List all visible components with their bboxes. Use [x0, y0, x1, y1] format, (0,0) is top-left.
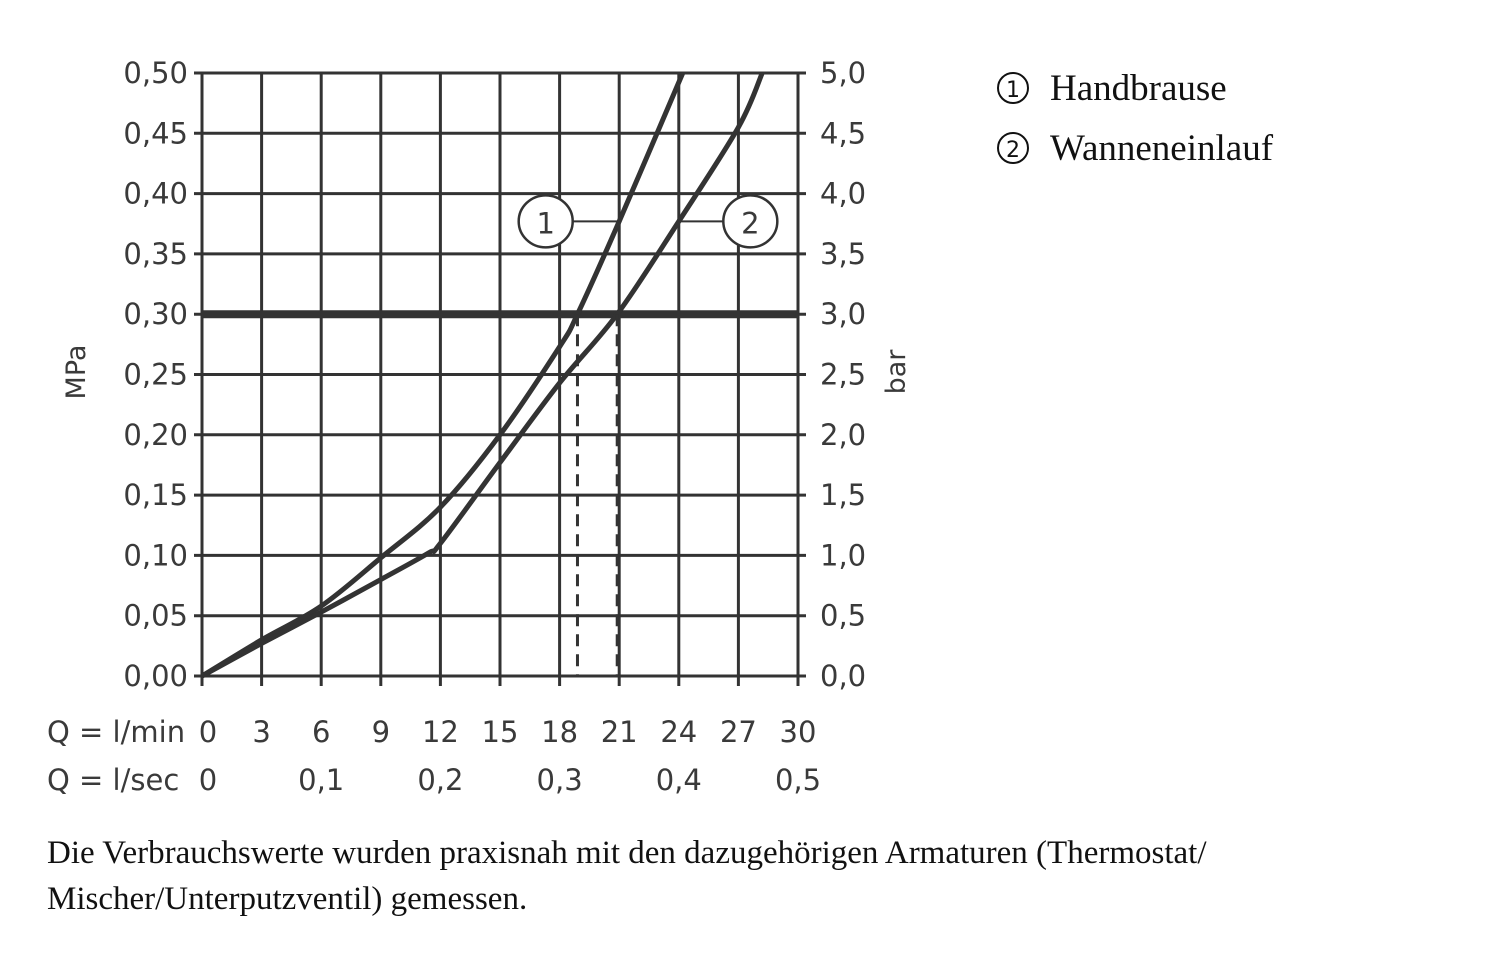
x-tick-label: 27	[720, 715, 757, 749]
callout-circle-1	[517, 194, 574, 249]
x-tick-label: 24	[660, 715, 697, 749]
x-tick-label: 3	[252, 715, 270, 749]
curve-wanneneinlauf	[200, 71, 765, 679]
x-tick-label: 30	[780, 715, 817, 749]
y2-tick-label: 4,0	[820, 177, 866, 211]
callout-label-1: 1	[536, 206, 554, 240]
legend: 1 Handbrause 2 Wanneneinlauf	[997, 68, 1274, 169]
x-tick-label: 9	[372, 715, 390, 749]
x-row-label: Q = l/min	[47, 715, 185, 749]
y2-tick-label: 3,0	[820, 297, 866, 331]
x-tick-label: 0	[199, 763, 217, 797]
legend-marker-circle	[997, 132, 1029, 164]
x-tick-label: 0,5	[775, 763, 821, 797]
x-tick-label: 21	[601, 715, 638, 749]
footnote: Die Verbrauchswerte wurden praxisnah mit…	[47, 835, 1207, 917]
y2-tick-label: 2,0	[820, 418, 866, 452]
y2-tick-label: 3,5	[820, 237, 866, 271]
legend-marker-circle	[997, 72, 1029, 104]
x-tick-label: 6	[312, 715, 330, 749]
y-tick-label: 0,15	[123, 478, 188, 512]
x-row-label: Q = l/sec	[47, 763, 179, 797]
y-tick-label: 0,45	[123, 116, 188, 150]
legend-label: Handbrause	[1050, 68, 1227, 109]
x-tick-label: 0,4	[656, 763, 702, 797]
y2-tick-label: 5,0	[820, 56, 866, 90]
legend-label: Wanneneinlauf	[1050, 128, 1274, 169]
y2-axis-label-bar: bar	[881, 349, 912, 395]
legend-marker: 1	[1006, 78, 1020, 103]
x-tick-label: 18	[541, 715, 578, 749]
y2-tick-label: 2,5	[820, 358, 866, 392]
x-tick-label: 0,1	[298, 763, 344, 797]
tick-labels: 0,00 0,00,05 0,50,10 1,00,15 1,50,20 2,00,25 2…	[47, 56, 866, 797]
y-tick-label: 0,25	[123, 358, 188, 392]
x-tick-label: 15	[482, 715, 519, 749]
y-axis-label-mpa: MPa	[61, 345, 92, 400]
y2-tick-label: 1,0	[820, 538, 866, 572]
y-tick-label: 0,50	[123, 56, 188, 90]
legend-marker: 2	[1006, 138, 1020, 163]
y2-tick-label: 0,5	[820, 599, 866, 633]
y-tick-label: 0,40	[123, 177, 188, 211]
y-tick-label: 0,10	[123, 538, 188, 572]
x-tick-label: 0,3	[537, 763, 583, 797]
y-tick-label: 0,30	[123, 297, 188, 331]
x-tick-label: 0	[199, 715, 217, 749]
y-tick-label: 0,05	[123, 599, 188, 633]
callout-label-2: 2	[741, 206, 759, 240]
y-tick-label: 0,35	[123, 237, 188, 271]
y2-tick-label: 1,5	[820, 478, 866, 512]
y-tick-label: 0,00	[123, 659, 188, 693]
x-tick-label: 0,2	[417, 763, 463, 797]
callout-circle-2	[722, 194, 779, 249]
y-tick-label: 0,20	[123, 418, 188, 452]
x-tick-label: 12	[422, 715, 459, 749]
y2-tick-label: 0,0	[820, 659, 866, 693]
curve-handbrause	[200, 72, 686, 679]
y2-tick-label: 4,5	[820, 116, 866, 150]
